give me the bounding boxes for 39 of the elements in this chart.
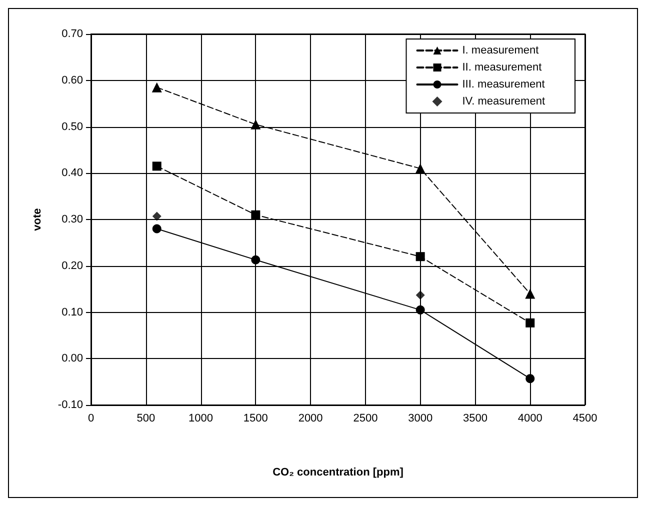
point <box>251 255 260 264</box>
point <box>152 162 162 171</box>
y-tick-label: 0.00 <box>62 352 83 365</box>
x-tick-label: 500 <box>136 412 156 424</box>
point <box>250 119 261 130</box>
point <box>415 163 426 174</box>
legend-label: II. measurement <box>462 62 542 74</box>
x-tick-label: 0 <box>88 412 94 424</box>
point <box>152 224 162 234</box>
point <box>152 212 162 221</box>
legend-label: I. measurement <box>462 44 539 56</box>
x-tick-label: 3000 <box>408 412 433 424</box>
x-tick-label: 2000 <box>298 412 323 424</box>
y-tick-label: 0.30 <box>62 214 83 226</box>
point <box>526 374 535 384</box>
y-tick-label: 0.40 <box>62 167 83 180</box>
y-tick-label: 0.50 <box>62 120 83 133</box>
point <box>152 82 162 92</box>
legend-label: III. measurement <box>462 78 545 90</box>
x-tick-label: 2500 <box>353 412 378 424</box>
legend-label: IV. measurement <box>462 96 546 108</box>
point <box>416 252 425 262</box>
point <box>525 288 536 299</box>
x-tick-label: 3500 <box>462 412 488 424</box>
y-tick-label: 0.60 <box>62 74 83 86</box>
point <box>416 305 425 314</box>
x-tick-label: 1000 <box>188 412 214 424</box>
point <box>416 290 425 300</box>
point <box>251 210 260 220</box>
x-tick-label: 4000 <box>518 412 542 424</box>
y-tick-label: -0.10 <box>58 399 83 411</box>
y-tick-label: 0.10 <box>62 306 83 318</box>
x-axis-title: CO₂ concentration [ppm] <box>272 466 404 478</box>
x-tick-label: 4500 <box>572 412 598 424</box>
y-tick-label: 0.70 <box>62 28 83 40</box>
point <box>526 318 535 328</box>
x-tick-label: 1500 <box>243 412 268 424</box>
y-axis-title: vote <box>32 208 44 231</box>
y-tick-label: 0.20 <box>62 260 83 272</box>
